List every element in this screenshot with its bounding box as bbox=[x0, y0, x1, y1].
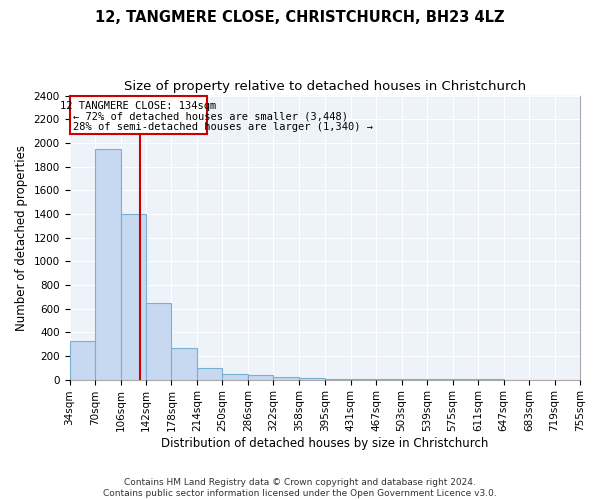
Text: 12, TANGMERE CLOSE, CHRISTCHURCH, BH23 4LZ: 12, TANGMERE CLOSE, CHRISTCHURCH, BH23 4… bbox=[95, 10, 505, 25]
Y-axis label: Number of detached properties: Number of detached properties bbox=[15, 144, 28, 330]
FancyBboxPatch shape bbox=[70, 96, 207, 134]
Text: ← 72% of detached houses are smaller (3,448): ← 72% of detached houses are smaller (3,… bbox=[73, 112, 348, 122]
Title: Size of property relative to detached houses in Christchurch: Size of property relative to detached ho… bbox=[124, 80, 526, 93]
Text: 28% of semi-detached houses are larger (1,340) →: 28% of semi-detached houses are larger (… bbox=[73, 122, 373, 132]
Bar bbox=[248, 376, 274, 380]
Bar bbox=[299, 378, 325, 380]
Bar bbox=[70, 341, 95, 380]
Text: 12 TANGMERE CLOSE: 134sqm: 12 TANGMERE CLOSE: 134sqm bbox=[60, 102, 217, 112]
Bar bbox=[146, 302, 172, 380]
Bar bbox=[274, 377, 299, 380]
Text: Contains HM Land Registry data © Crown copyright and database right 2024.
Contai: Contains HM Land Registry data © Crown c… bbox=[103, 478, 497, 498]
Bar bbox=[95, 149, 121, 380]
Bar bbox=[325, 379, 350, 380]
Bar bbox=[197, 368, 223, 380]
X-axis label: Distribution of detached houses by size in Christchurch: Distribution of detached houses by size … bbox=[161, 437, 488, 450]
Bar bbox=[223, 374, 248, 380]
Bar bbox=[121, 214, 146, 380]
Bar bbox=[172, 348, 197, 380]
